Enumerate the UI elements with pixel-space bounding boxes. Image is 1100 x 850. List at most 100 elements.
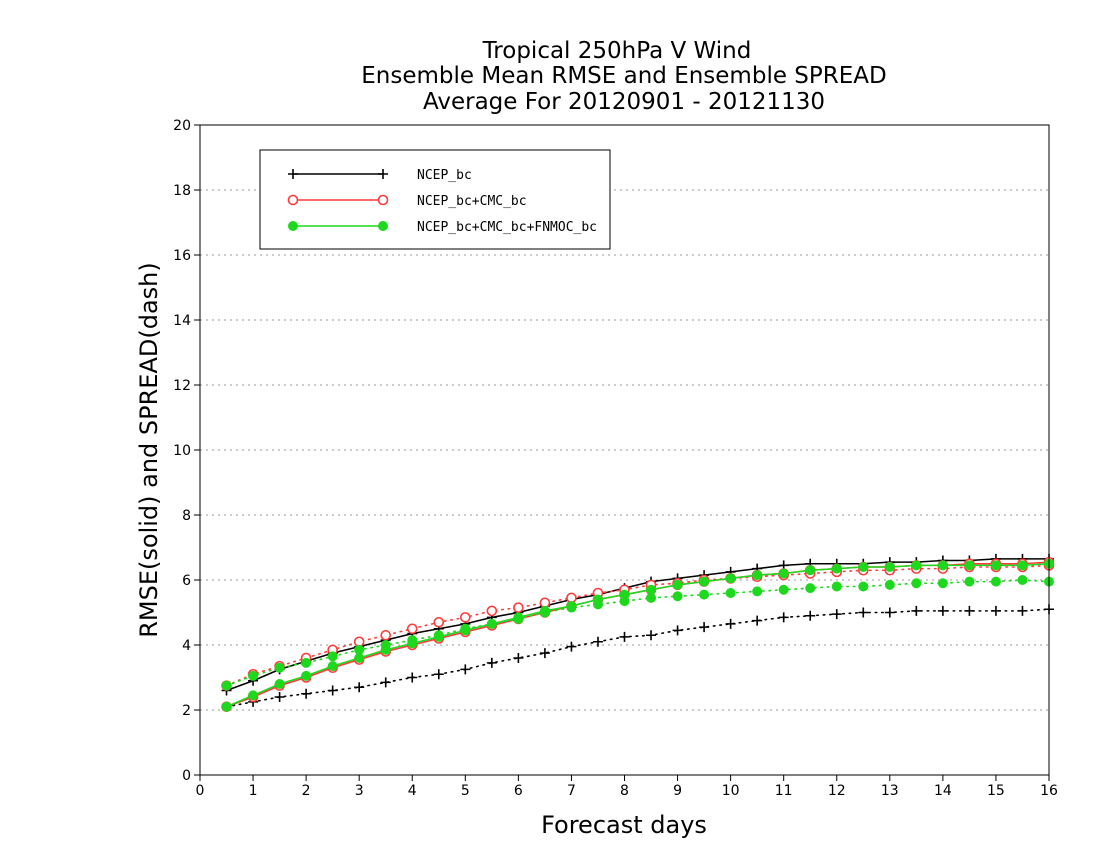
x-tick-label-3: 3 <box>355 783 364 799</box>
series-1-spread-point <box>433 616 445 628</box>
series-2-rmse-point <box>884 562 895 572</box>
series-0-spread-point <box>354 682 365 693</box>
chart-title-line-1: Tropical 250hPa V Wind <box>482 38 752 64</box>
series-0-spread-point <box>937 605 948 616</box>
y-tick-label-4: 8 <box>182 508 191 524</box>
series-2-rmse-point <box>831 563 842 574</box>
y-tick-label-5: 10 <box>173 443 191 459</box>
x-tick-label-9: 9 <box>673 783 682 799</box>
series-0-spread-point <box>672 625 683 636</box>
series-0-spread-point <box>911 605 922 616</box>
y-tick-label-7: 14 <box>173 313 191 329</box>
series-0-spread-line <box>225 608 1050 708</box>
series-2-spread-point <box>274 662 285 673</box>
x-tick-label-8: 8 <box>620 783 629 799</box>
legend-label-1: NCEP_bc+CMC_bc <box>417 194 527 209</box>
legend-label-2: NCEP_bc+CMC_bc+FNMOC_bc <box>417 220 597 235</box>
series-0-spread-point <box>513 653 524 663</box>
series-2-spread-point <box>380 640 391 650</box>
y-tick-label-8: 16 <box>173 248 191 264</box>
series-0-spread-point <box>805 610 816 621</box>
legend-label-0: NCEP_bc <box>417 168 472 183</box>
x-tick-label-16: 16 <box>1040 783 1058 799</box>
series-2-spread-point <box>646 592 657 603</box>
y-axis-label: RMSE(solid) and SPREAD(dash) <box>135 262 163 638</box>
y-tick-label-3: 6 <box>182 573 191 589</box>
x-tick-label-7: 7 <box>567 783 576 799</box>
series-2-rmse-point <box>964 560 975 571</box>
y-tick-label-0: 0 <box>182 768 191 784</box>
chart-title: Tropical 250hPa V Wind Ensemble Mean RMS… <box>361 38 886 115</box>
series-2-spread-point <box>619 596 630 607</box>
y-axis: 0 2 4 6 8 10 12 14 16 18 20 <box>173 118 200 784</box>
series-2-spread-point <box>964 576 975 587</box>
series-0-spread-point <box>964 605 975 616</box>
x-axis: 0 1 2 3 4 5 6 7 8 9 10 11 12 13 14 15 16 <box>196 775 1058 799</box>
series-0-spread-point <box>884 607 895 618</box>
series-2-rmse-point <box>752 570 763 581</box>
series-0-spread-point <box>699 622 710 633</box>
series-2-rmse-point <box>858 562 869 572</box>
series-1-spread-point <box>460 612 471 623</box>
series-2-rmse-point <box>937 560 948 571</box>
series-2-rmse-point <box>778 568 789 579</box>
series-2-spread-point <box>407 635 418 646</box>
chart-title-line-2: Ensemble Mean RMSE and Ensemble SPREAD <box>361 63 886 89</box>
series-2-spread-point <box>433 630 444 641</box>
series-1-spread-point <box>380 629 392 641</box>
series-2-spread-point <box>699 589 710 600</box>
x-tick-label-10: 10 <box>722 783 740 799</box>
series-0-spread-point <box>380 677 391 688</box>
series-0-spread-point <box>619 631 630 642</box>
series-2-spread-point <box>805 583 816 594</box>
series-0-spread-point <box>301 688 312 699</box>
series-2-spread-point <box>1017 575 1028 585</box>
legend-items: NCEP_bc NCEP_bc+CMC_bc NCEP_bc+CMC_bc+FNMO… <box>287 168 597 235</box>
x-axis-label: Forecast days <box>541 811 707 839</box>
x-tick-label-5: 5 <box>461 783 470 799</box>
series-2-spread-point <box>301 657 312 668</box>
series-2-rmse-point <box>248 690 259 701</box>
series-0-spread-point <box>725 618 736 629</box>
series-2-spread-point <box>725 588 736 598</box>
series-2-rmse-point <box>1017 560 1028 571</box>
series-2-spread-point <box>221 680 232 691</box>
series-0-spread-point <box>486 657 497 668</box>
series-2-rmse-point <box>301 670 312 681</box>
series-2-spread-point <box>858 581 869 592</box>
series-2-spread-point <box>884 579 895 590</box>
series-2-spread-point <box>990 576 1001 587</box>
legend: NCEP_bc NCEP_bc+CMC_bc NCEP_bc+CMC_bc+FNMO… <box>259 149 611 250</box>
chart-title-line-3: Average For 20120901 - 20121130 <box>423 89 825 115</box>
x-tick-label-6: 6 <box>514 783 523 799</box>
series-0-spread-point <box>778 612 789 623</box>
series-2-spread-point <box>672 591 683 602</box>
legend-marker-end-1 <box>377 194 389 206</box>
series-0-spread-point <box>539 648 550 659</box>
series-2-rmse-point <box>725 573 736 584</box>
series-1-spread-point <box>406 623 418 635</box>
series-0-spread-point <box>990 605 1001 616</box>
series-1-spread-point <box>513 602 524 613</box>
series-2-spread-point <box>778 584 789 595</box>
y-tick-label-2: 4 <box>182 638 191 654</box>
x-tick-label-11: 11 <box>775 783 793 799</box>
series-2-spread-point <box>327 651 338 662</box>
x-tick-label-13: 13 <box>881 783 899 799</box>
y-tick-label-10: 20 <box>173 118 191 134</box>
series-2-rmse-point <box>327 661 338 672</box>
series-0-spread-point <box>566 641 577 652</box>
series-0-spread-point <box>858 607 869 618</box>
series-2-rmse-point <box>274 679 285 689</box>
series-2-spread-point <box>592 599 603 610</box>
series-2-spread-point <box>539 607 550 618</box>
series-0-spread-point <box>407 672 418 683</box>
series-2-rmse-point <box>699 576 710 587</box>
series-2-rmse-point <box>672 579 683 590</box>
series-2-rmse-point <box>911 560 922 571</box>
series-2-spread-point <box>248 670 259 681</box>
series-2-spread-point <box>831 581 842 592</box>
legend-marker-start-2 <box>288 221 298 231</box>
